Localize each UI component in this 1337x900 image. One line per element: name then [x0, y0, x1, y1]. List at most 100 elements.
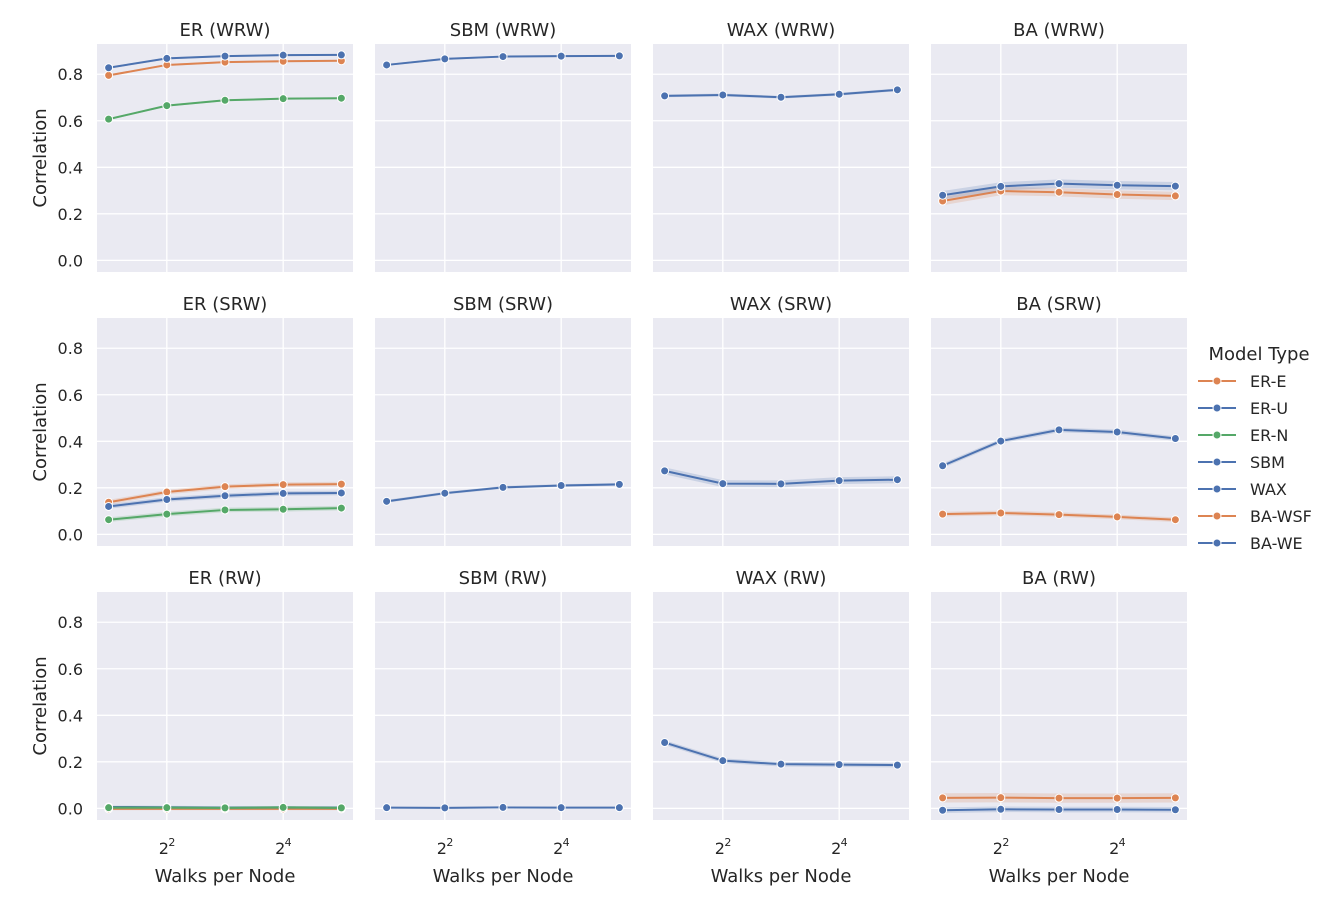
panel-title: BA (SRW) — [1016, 294, 1101, 315]
data-point — [718, 479, 728, 489]
data-point — [1054, 179, 1064, 189]
data-point — [498, 802, 508, 812]
data-point — [938, 509, 948, 519]
x-tick-label: 2 — [715, 839, 725, 858]
data-point — [440, 488, 450, 498]
panel-title: ER (RW) — [188, 568, 261, 589]
series-SBM — [382, 479, 624, 506]
data-point — [614, 803, 624, 813]
data-point — [1054, 187, 1064, 197]
legend-item: ER-E — [1198, 372, 1286, 391]
panel-background — [97, 44, 353, 272]
legend-marker — [1212, 403, 1222, 413]
data-point — [220, 803, 230, 813]
series-BA-WSF — [938, 186, 1180, 206]
legend-label: ER-E — [1250, 372, 1286, 391]
y-tick-label: 0.8 — [58, 65, 83, 84]
data-point — [1112, 793, 1122, 803]
y-tick-label: 0.8 — [58, 613, 83, 632]
panel-title: WAX (WRW) — [727, 20, 836, 41]
data-point — [938, 793, 948, 803]
series-BA-WE — [938, 804, 1180, 815]
y-tick-label: 0.2 — [58, 479, 83, 498]
data-point — [996, 804, 1006, 814]
x-axis-label: Walks per Node — [155, 866, 296, 887]
series-WAX — [660, 85, 902, 102]
data-point — [1112, 180, 1122, 190]
data-point — [382, 60, 392, 70]
data-point — [892, 475, 902, 485]
data-point — [556, 803, 566, 813]
data-point — [834, 760, 844, 770]
data-point — [220, 95, 230, 105]
data-point — [834, 476, 844, 486]
panel-title: BA (WRW) — [1013, 20, 1105, 41]
panel-title: WAX (SRW) — [730, 294, 832, 315]
panel-7: WAX (SRW) — [653, 294, 909, 546]
series-BA-WSF — [938, 508, 1180, 525]
data-point — [660, 466, 670, 476]
legend-item: WAX — [1198, 480, 1287, 499]
data-point — [996, 436, 1006, 446]
panel-title: ER (SRW) — [183, 294, 268, 315]
legend-marker — [1212, 538, 1222, 548]
legend-label: BA-WE — [1250, 534, 1303, 553]
legend-marker — [1212, 376, 1222, 386]
series-ER-U — [104, 50, 346, 73]
data-point — [220, 482, 230, 492]
panel-background — [375, 592, 631, 820]
panel-4: BA (WRW) — [931, 20, 1187, 272]
panel-8: BA (SRW) — [931, 294, 1187, 546]
data-point — [938, 461, 948, 471]
data-point — [892, 760, 902, 770]
panel-title: SBM (RW) — [459, 568, 548, 589]
y-tick-label: 0.6 — [58, 386, 83, 405]
data-point — [278, 504, 288, 514]
series-ER-N — [104, 503, 346, 525]
data-point — [278, 94, 288, 104]
data-point — [104, 114, 114, 124]
legend-marker — [1212, 457, 1222, 467]
data-point — [1170, 181, 1180, 191]
data-point — [1170, 515, 1180, 525]
legend-marker — [1212, 430, 1222, 440]
legend-item: SBM — [1198, 453, 1285, 472]
data-point — [660, 738, 670, 748]
data-point — [996, 793, 1006, 803]
series-ER-N — [104, 802, 346, 813]
data-point — [1112, 190, 1122, 200]
x-tick-label: 2 — [1109, 839, 1119, 858]
x-tick-label: 2 — [993, 839, 1003, 858]
data-point — [614, 479, 624, 489]
series-ER-E — [104, 479, 346, 507]
data-point — [278, 50, 288, 60]
data-point — [104, 63, 114, 73]
data-point — [382, 803, 392, 813]
series-BA-WE — [938, 425, 1180, 471]
data-point — [776, 759, 786, 769]
data-point — [614, 51, 624, 61]
data-point — [498, 52, 508, 62]
data-point — [1170, 793, 1180, 803]
panel-title: SBM (SRW) — [453, 294, 553, 315]
y-tick-label: 0.4 — [58, 706, 83, 725]
data-point — [104, 515, 114, 525]
x-axis-label: Walks per Node — [433, 866, 574, 887]
data-point — [162, 53, 172, 63]
legend-label: ER-N — [1250, 426, 1288, 445]
data-point — [996, 181, 1006, 191]
panel-background — [653, 592, 909, 820]
data-point — [834, 89, 844, 99]
x-axis-label: Walks per Node — [711, 866, 852, 887]
y-tick-label: 0.4 — [58, 158, 83, 177]
data-point — [220, 505, 230, 515]
y-tick-label: 0.0 — [58, 525, 83, 544]
series-ER-N — [104, 93, 346, 124]
x-tick-exponent: 4 — [563, 836, 570, 849]
panel-title: WAX (RW) — [736, 568, 827, 589]
data-point — [104, 70, 114, 80]
data-point — [718, 756, 728, 766]
